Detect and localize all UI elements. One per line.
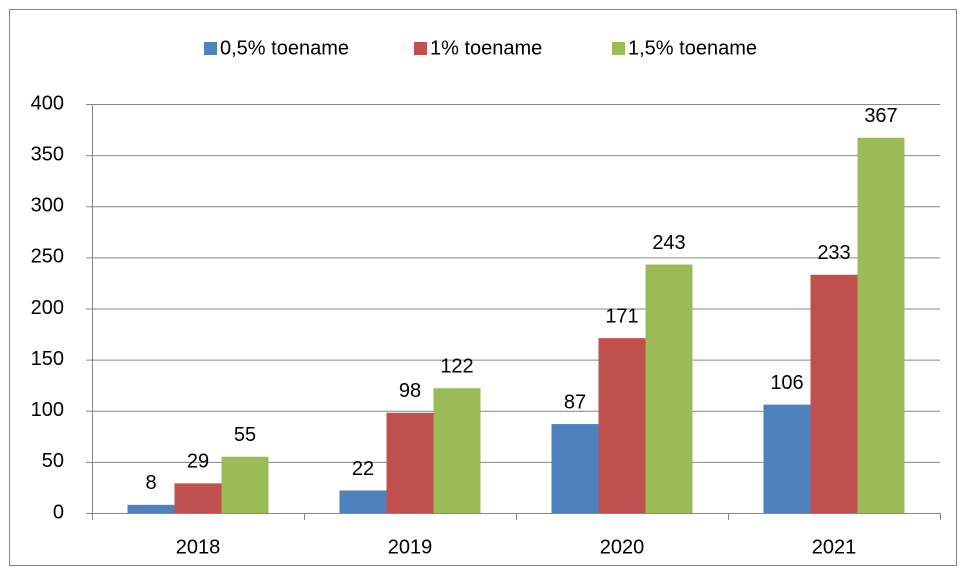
x-tick-label: 2021 [812,536,857,558]
data-label: 367 [864,105,897,127]
y-tick-label: 100 [31,399,64,421]
bar [127,504,175,513]
bar [598,338,646,513]
bar [174,483,222,513]
data-label: 106 [770,372,803,394]
data-label: 22 [352,458,374,480]
bar [386,412,434,513]
y-tick-label: 250 [31,246,64,268]
y-tick-label: 0 [53,501,64,523]
y-tick-label: 300 [31,195,64,217]
legend-swatch [414,42,427,55]
bar [763,404,811,513]
bar [810,274,858,513]
bar [645,264,693,513]
y-tick-label: 50 [42,450,64,472]
y-tick-label: 150 [31,348,64,370]
legend-label: 1% toename [430,37,542,59]
data-label: 55 [234,424,256,446]
data-label: 98 [399,380,421,402]
bar [221,456,269,513]
y-tick-label: 200 [31,297,64,319]
bar [551,424,599,513]
data-label: 8 [145,472,156,494]
data-label: 243 [652,232,685,254]
data-label: 233 [817,242,850,264]
y-tick-label: 400 [31,92,64,114]
y-tick-label: 350 [31,143,64,165]
bar [433,388,481,513]
legend-label: 0,5% toename [220,37,349,59]
data-label: 122 [440,356,473,378]
legend-label: 1,5% toename [628,37,757,59]
bar [857,137,905,513]
data-label: 171 [605,305,638,327]
bar [339,490,387,513]
legend-swatch [612,42,625,55]
x-tick-label: 2019 [388,536,433,558]
x-tick-label: 2018 [176,536,221,558]
x-tick-label: 2020 [600,536,645,558]
data-label: 29 [187,451,209,473]
data-label: 87 [564,391,586,413]
legend-swatch [204,42,217,55]
